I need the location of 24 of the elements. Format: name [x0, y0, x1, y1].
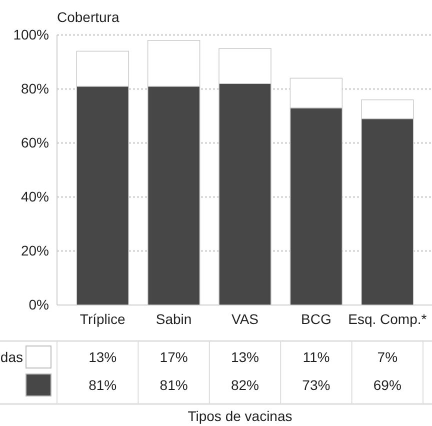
y-tick-label: 60%: [20, 134, 49, 150]
data-label: 73%: [302, 377, 330, 393]
data-label: 82%: [230, 377, 260, 393]
data-label: 7%: [377, 349, 398, 365]
y-tick-label: 40%: [20, 188, 49, 204]
data-label: 13%: [88, 349, 117, 365]
x-tick-label: VAS: [232, 310, 258, 327]
y-tick-label: 80%: [20, 80, 49, 96]
text: Tipos de vacinas: [188, 408, 292, 424]
x-tick-label: Tríplice: [80, 310, 126, 327]
data-label: 69%: [373, 377, 402, 393]
legend-label: das: [0, 349, 23, 365]
y-tick-label: 0%: [28, 296, 49, 312]
data-label: 13%: [230, 349, 260, 365]
data-label: 17%: [160, 349, 188, 365]
x-tick-label: Esq. Comp.*: [348, 310, 428, 327]
chart-title: Cobertura: [57, 9, 120, 25]
y-tick-label: 100%: [13, 26, 49, 42]
x-tick-label: Sabin: [156, 310, 192, 327]
x-tick-label: BCG: [301, 310, 332, 327]
data-label: 81%: [88, 377, 117, 393]
data-label: 11%: [302, 349, 330, 365]
data-label: 81%: [160, 377, 188, 393]
y-tick-label: 20%: [20, 242, 49, 258]
